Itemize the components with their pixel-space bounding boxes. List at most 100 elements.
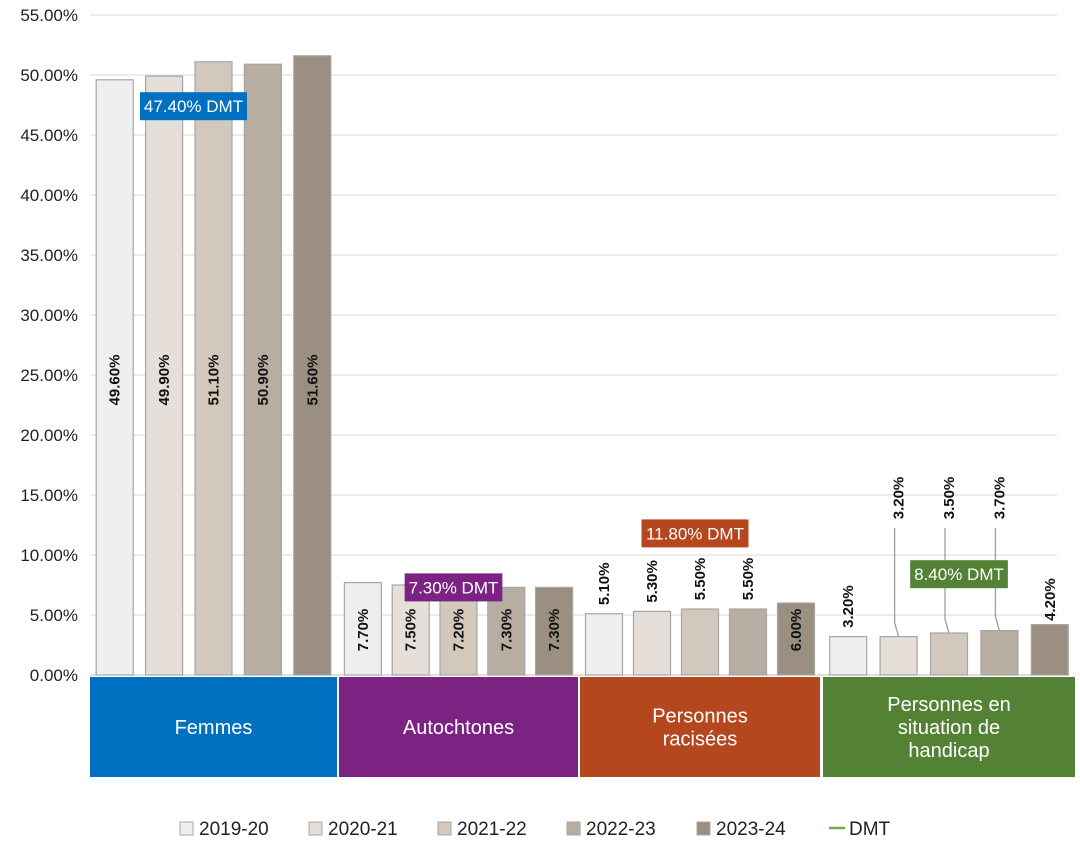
data-label: 7.20% [451,609,468,652]
bar [879,635,918,676]
bar [194,61,233,676]
y-tick-label: 50.00% [20,66,78,85]
leader-line [944,528,950,634]
data-label: 51.10% [206,355,223,406]
y-tick-label: 35.00% [20,246,78,265]
data-label: 49.90% [156,355,173,406]
y-tick-label: 45.00% [20,126,78,145]
dmt-badge-box [910,560,1008,589]
bar [439,587,478,676]
data-label: 5.10% [596,563,613,606]
y-axis: 0.00% 5.00% 10.00% 15.00% 20.00% 25.00% 30.00%… [20,6,78,685]
data-label: 50.90% [255,355,272,406]
data-label: 5.30% [644,560,661,603]
category-label: racisées [663,729,737,751]
legend-label: DMT [849,819,891,840]
y-tick-label: 25.00% [20,366,78,385]
callout-lines [893,528,1001,637]
legend-label: 2022-23 [586,819,656,840]
legend-item: 2020-21 [308,819,398,840]
bar [243,63,282,676]
category-box-fill [580,677,820,777]
y-tick-label: 55.00% [20,6,78,25]
category-box-fill [90,677,337,777]
category-label: situation de [898,717,1000,739]
data-label: 5.50% [692,558,709,601]
legend-label: 2020-21 [328,819,398,840]
bar [343,581,382,676]
legend-item: 2023-24 [696,819,786,840]
data-label: 7.70% [355,609,372,652]
category-label: Personnes [652,706,748,728]
data-label: 7.30% [498,609,515,652]
bar [929,632,969,676]
y-tick-label: 15.00% [20,486,78,505]
dmt-badge: 7.30% DMT [404,573,503,602]
bar [95,79,134,676]
bar [584,613,624,676]
bar [293,55,332,676]
data-label: 4.20% [1042,578,1059,621]
data-label: 3.20% [840,585,857,628]
leader-line [994,528,1001,631]
legend-label: 2019-20 [199,819,269,840]
legend-swatch [437,821,452,836]
legend-swatch [566,821,581,836]
dmt-label: 7.30% DMT [409,578,499,597]
dmt-label: 47.40% DMT [144,97,243,116]
bar [534,586,574,676]
dmt-badge-box [641,519,749,548]
bar [487,586,526,676]
legend: 2019-20 2020-21 2021-22 2022-23 2023-24 DMT [179,819,891,840]
category-box: Autochtones [339,677,578,777]
bar [1030,623,1069,676]
bar [829,635,868,676]
bar [980,629,1019,676]
data-label: 3.70% [991,477,1008,520]
legend-item-dmt: DMT [829,819,891,840]
category-boxes: Femmes AutochtonesPersonnesraciséesPerson… [90,677,1075,777]
bar [632,610,672,676]
data-label: 6.00% [788,609,805,652]
data-label: 49.60% [107,355,124,406]
dmt-labels: 47.40% DMT 7.30% DMT 11.80% DMT 8.40% DMT [140,92,1008,602]
y-tick-label: 40.00% [20,186,78,205]
y-tick-label: 30.00% [20,306,78,325]
data-label: 3.20% [891,477,908,520]
legend-item: 2021-22 [437,819,527,840]
dmt-badge-box [404,573,503,602]
value-labels: 49.60% 49.90% 51.10% 50.90% 51.60% 7.70% 7.50%… [107,355,1059,652]
category-label: handicap [908,740,989,762]
data-label: 51.60% [304,355,321,406]
data-label: 5.50% [740,558,757,601]
legend-item: 2022-23 [566,819,656,840]
category-label: Femmes [175,717,253,739]
y-tick-label: 0.00% [30,666,78,685]
dmt-badge: 47.40% DMT [140,92,247,121]
category-label: Personnes en [887,694,1010,716]
category-label: Autochtones [403,717,514,739]
dmt-badge: 11.80% DMT [641,519,749,548]
category-box-fill [339,677,578,777]
category-box-fill [823,677,1075,777]
legend-swatch [308,821,323,836]
bar [776,602,816,676]
y-tick-label: 5.00% [30,606,78,625]
y-tick-label: 20.00% [20,426,78,445]
data-label: 7.50% [403,609,420,652]
legend-label: 2021-22 [457,819,527,840]
bars [95,55,1069,676]
legend-swatch [179,821,194,836]
dmt-badge-box [140,92,247,121]
dmt-badge: 8.40% DMT [910,560,1008,589]
data-label: 3.50% [941,477,958,520]
dmt-label: 11.80% DMT [646,524,744,543]
data-label: 7.30% [546,609,563,652]
legend-label: 2023-24 [716,819,786,840]
bar [728,608,768,676]
legend-swatch [696,821,711,836]
dmt-label: 8.40% DMT [914,565,1004,584]
